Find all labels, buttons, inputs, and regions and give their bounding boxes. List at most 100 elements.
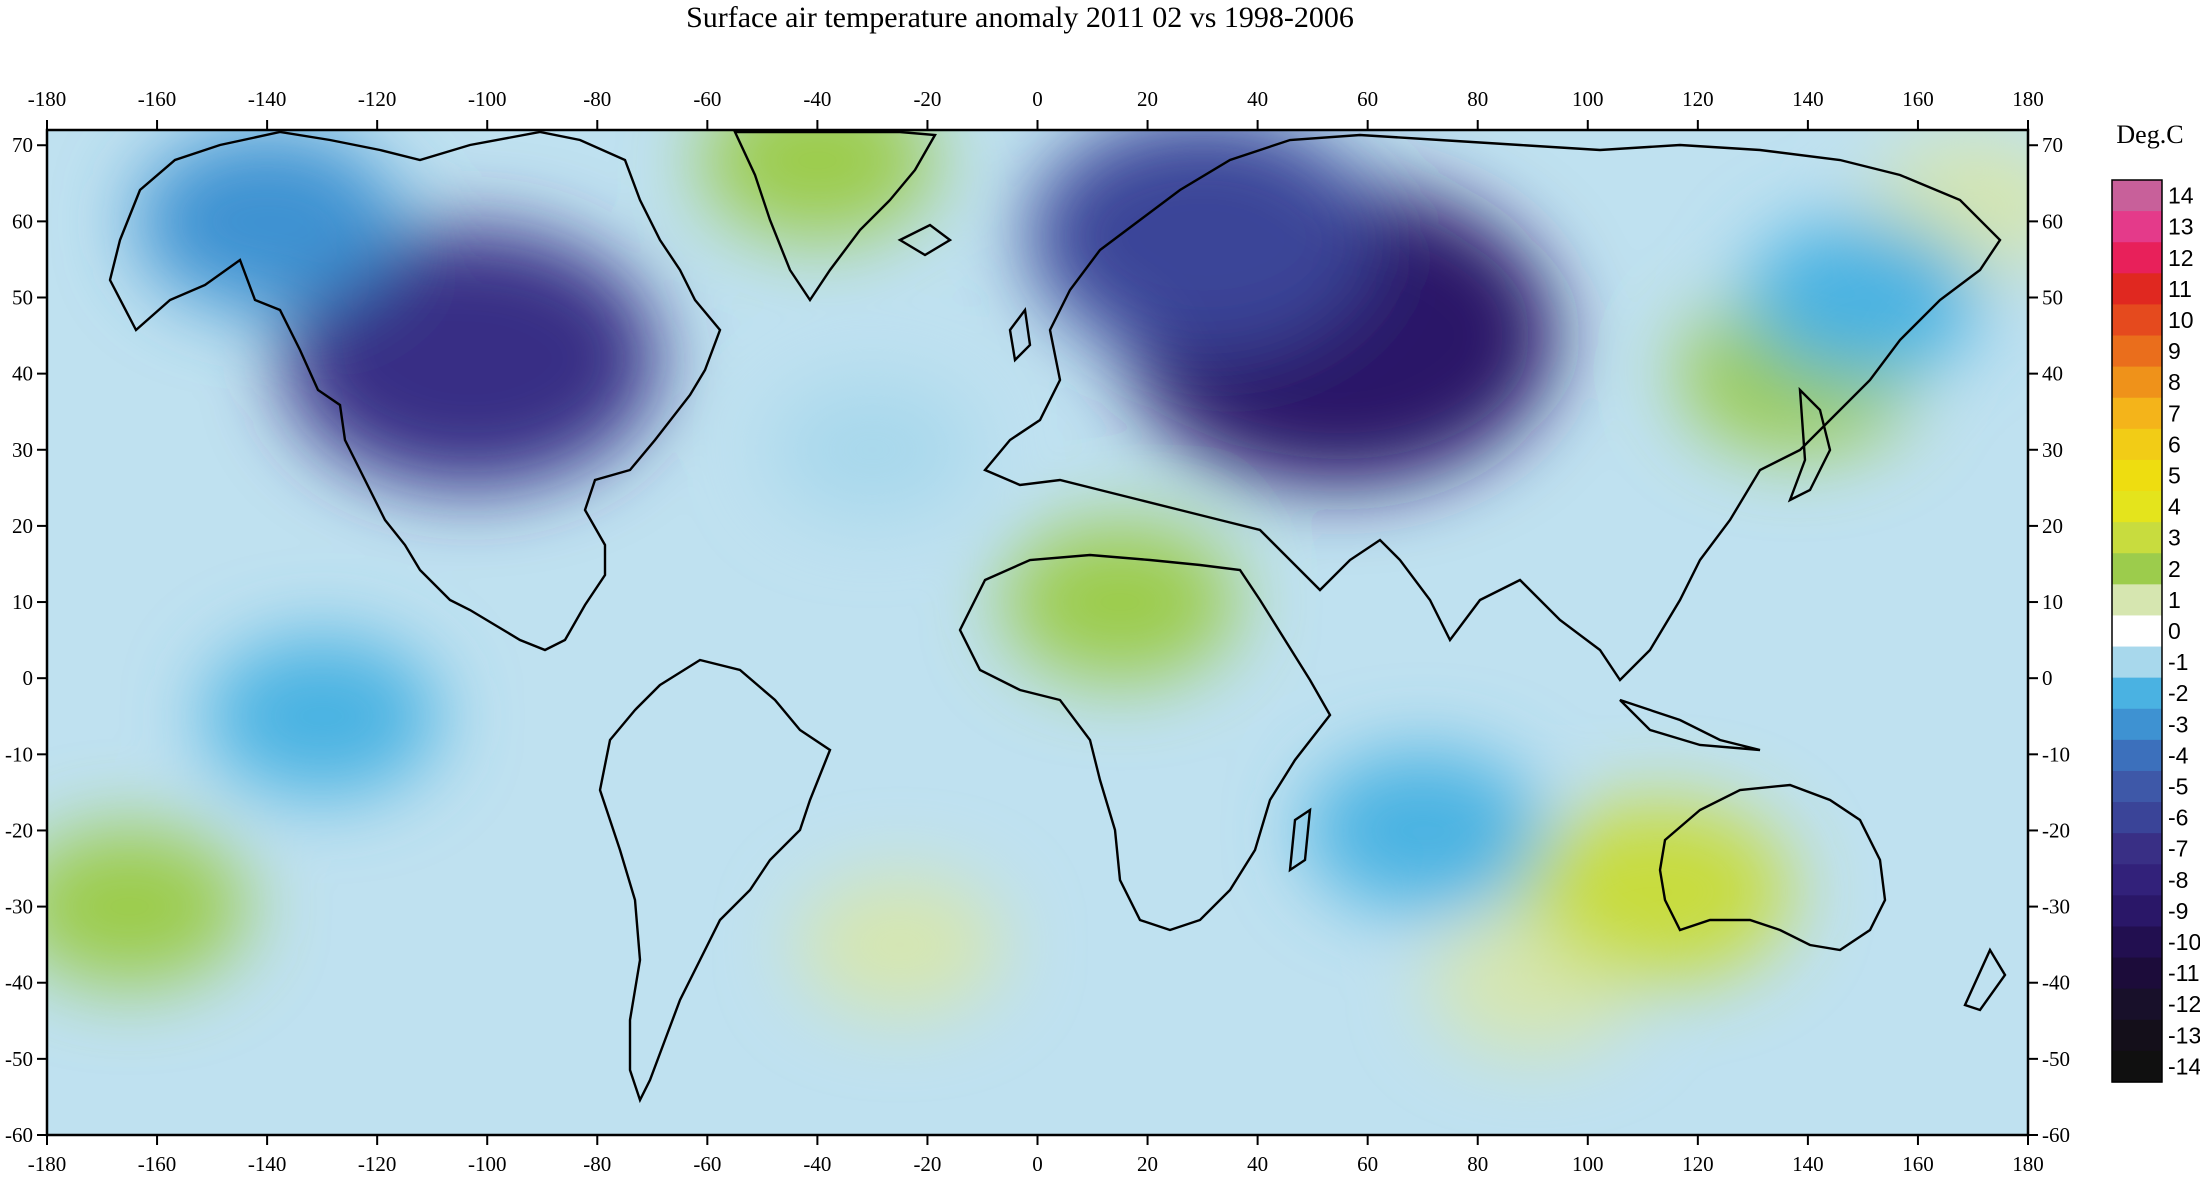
lon-tick-label-top: -20: [913, 87, 941, 111]
lon-tick-label-top: -80: [583, 87, 611, 111]
lon-tick-label-bottom: 60: [1357, 1152, 1378, 1176]
colorbar-swatch: [2112, 646, 2162, 679]
lat-tick-label-right: 10: [2042, 590, 2063, 614]
lon-tick-label-top: 140: [1792, 87, 1824, 111]
colorbar-swatch: [2112, 459, 2162, 492]
colorbar-swatch: [2112, 988, 2162, 1021]
colorbar-swatch: [2112, 677, 2162, 710]
lat-tick-label-left: -10: [5, 742, 33, 766]
coastline-greenland: [733, 130, 937, 303]
colorbar-level-label: -9: [2168, 898, 2188, 924]
colorbar-level-label: -14: [2168, 1053, 2200, 1079]
colorbar-level-label: 13: [2168, 214, 2194, 240]
lon-tick-label-top: 100: [1572, 87, 1604, 111]
coastline-new-zealand: [1963, 947, 2007, 1012]
colorbar-border: [2111, 179, 2163, 1083]
anomaly-region: [282, 228, 659, 489]
colorbar-swatch: [2112, 739, 2162, 772]
colorbar-level-label: 1: [2168, 587, 2181, 613]
lon-tick-label-bottom: -180: [28, 1152, 67, 1176]
anomaly-region: [204, 636, 441, 797]
lat-tick-label-left: -60: [5, 1123, 33, 1147]
colorbar-swatch: [2112, 864, 2162, 896]
colorbar-level-label: -10: [2168, 929, 2200, 955]
colorbar-swatch: [2112, 273, 2162, 306]
coastline-iceland: [897, 223, 953, 257]
lon-tick-label-bottom: -160: [138, 1152, 177, 1176]
anomaly-region: [1002, 522, 1239, 683]
lat-tick-label-left: 60: [12, 209, 33, 233]
colorbar-level-label: -8: [2168, 867, 2188, 893]
colorbar-level-label: 5: [2168, 462, 2181, 488]
coastline-north-america: [108, 130, 722, 652]
lon-tick-label-bottom: 140: [1792, 1152, 1824, 1176]
colorbar-level-label: 10: [2168, 307, 2194, 333]
lat-tick-label-right: 50: [2042, 286, 2063, 310]
colorbar-level-label: 11: [2168, 276, 2192, 302]
coastline-madagascar: [1288, 807, 1312, 873]
anomaly-region: [768, 379, 977, 520]
lat-tick-label-left: -20: [5, 818, 33, 842]
lon-tick-label-bottom: -40: [803, 1152, 831, 1176]
anomaly-region: [1744, 217, 1981, 378]
colorbar-level-label: 8: [2168, 369, 2181, 395]
colorbar-swatch: [2112, 1019, 2162, 1052]
lon-tick-label-top: -120: [358, 87, 397, 111]
map-title: Surface air temperature anomaly 2011 02 …: [686, 1, 1354, 34]
colorbar-level-label: -1: [2168, 649, 2188, 675]
lat-tick-label-left: 10: [12, 590, 33, 614]
lon-tick-label-bottom: 80: [1467, 1152, 1488, 1176]
colorbar-swatch: [2112, 304, 2162, 337]
lon-tick-label-bottom: -20: [913, 1152, 941, 1176]
colorbar-level-label: 14: [2168, 183, 2194, 209]
lon-tick-label-bottom: -120: [358, 1152, 397, 1176]
lon-tick-label-bottom: 120: [1682, 1152, 1714, 1176]
colorbar-level-label: 9: [2168, 338, 2181, 364]
colorbar-level-label: -12: [2168, 991, 2200, 1017]
coastline-japan: [1787, 386, 1832, 503]
colorbar-level-label: 3: [2168, 525, 2181, 551]
lat-tick-label-right: -60: [2042, 1123, 2070, 1147]
lon-tick-label-bottom: 100: [1572, 1152, 1604, 1176]
anomaly-region: [1304, 750, 1541, 911]
lat-tick-label-right: -30: [2042, 895, 2070, 919]
lon-tick-label-top: 160: [1902, 87, 1934, 111]
colorbar-level-label: -11: [2168, 960, 2200, 986]
lon-tick-label-top: -180: [28, 87, 67, 111]
colorbar-swatch: [2112, 428, 2162, 461]
lat-tick-label-right: 60: [2042, 209, 2063, 233]
lon-tick-label-bottom: 0: [1032, 1152, 1043, 1176]
colorbar-level-label: -4: [2168, 742, 2189, 768]
lat-tick-label-right: -20: [2042, 818, 2070, 842]
anomaly-region: [47, 826, 248, 987]
map-frame: -180-180-160-160-140-140-120-120-100-100…: [5, 87, 2070, 1176]
lon-tick-label-bottom: -80: [583, 1152, 611, 1176]
lon-tick-label-bottom: -60: [693, 1152, 721, 1176]
anomaly-region: [1527, 801, 1792, 982]
lon-tick-label-top: 180: [2012, 87, 2044, 111]
anomaly-region: [1028, 130, 1377, 357]
colorbar-level-label: 2: [2168, 556, 2181, 582]
coastline-eurasia: [983, 133, 2002, 682]
lat-tick-label-left: -50: [5, 1047, 33, 1071]
coastline-australia: [1658, 783, 1887, 952]
lon-tick-label-top: 40: [1247, 87, 1268, 111]
lon-tick-label-top: -140: [248, 87, 287, 111]
lat-tick-label-right: 70: [2042, 133, 2063, 157]
lon-tick-label-top: -100: [468, 87, 507, 111]
lon-tick-label-bottom: 20: [1137, 1152, 1158, 1176]
colorbar-swatch: [2112, 615, 2162, 648]
lon-tick-label-bottom: 180: [2012, 1152, 2044, 1176]
colorbar-swatch: [2112, 802, 2162, 834]
colorbar: Deg.C14131211109876543210-1-2-3-4-5-6-7-…: [2111, 120, 2200, 1083]
colorbar-level-label: -2: [2168, 680, 2188, 706]
lon-tick-label-bottom: -100: [468, 1152, 507, 1176]
lat-tick-label-right: 30: [2042, 438, 2063, 462]
lat-tick-label-right: 40: [2042, 362, 2063, 386]
colorbar-swatch: [2112, 553, 2162, 585]
lat-tick-label-left: 70: [12, 133, 33, 157]
lon-tick-label-top: -60: [693, 87, 721, 111]
colorbar-level-label: -3: [2168, 711, 2188, 737]
lon-tick-label-top: 80: [1467, 87, 1488, 111]
